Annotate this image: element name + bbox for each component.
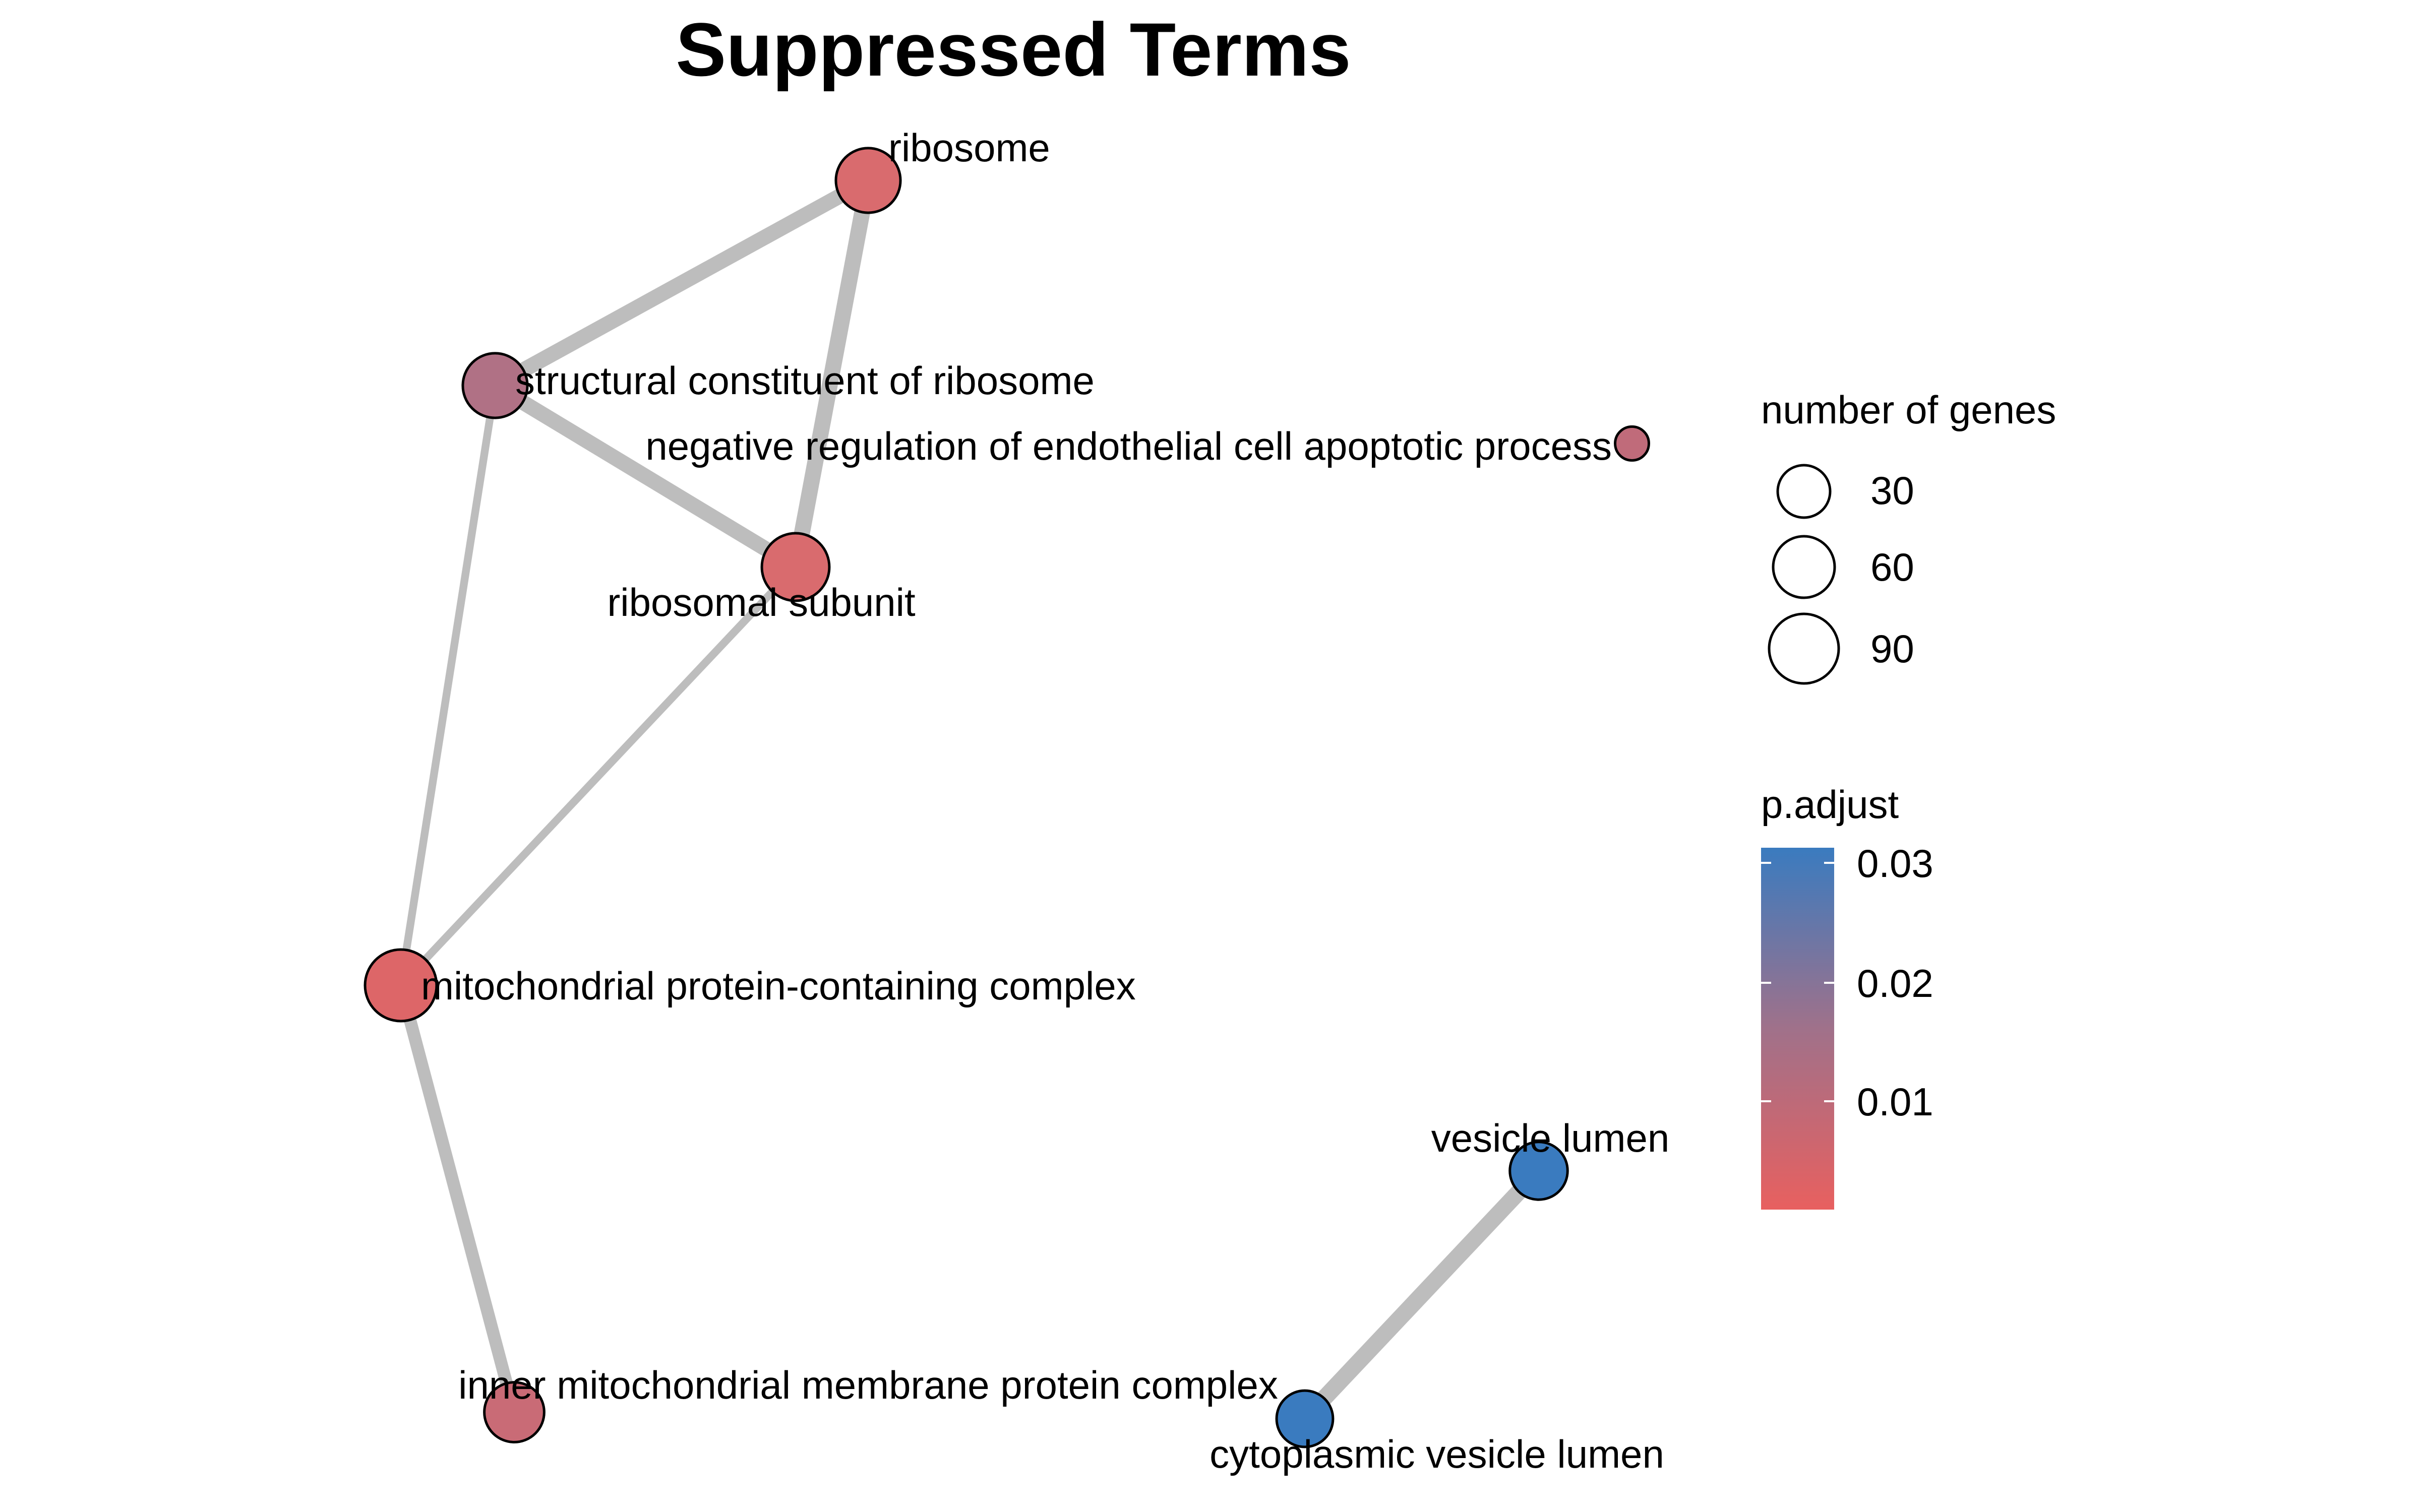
node-label-inner: inner mitochondrial membrane protein com…	[458, 1363, 1278, 1407]
node-label-subunit: ribosomal subunit	[607, 580, 916, 624]
node-label-structural: structural constituent of ribosome	[515, 358, 1095, 403]
size-key-90	[1768, 612, 1840, 685]
size-key-60	[1772, 535, 1836, 599]
size-key-90-label: 90	[1870, 626, 1914, 671]
edge-structural-subunit	[491, 379, 800, 574]
nodes-layer	[364, 147, 1650, 1448]
node-structural[interactable]	[461, 352, 529, 419]
size-key-60-label: 60	[1870, 545, 1914, 589]
node-label-mito: mitochondrial protein-containing complex	[421, 964, 1136, 1008]
color-tick-003-label: 0.03	[1857, 841, 1933, 886]
node-label-negreg: negative regulation of endothelial cell …	[645, 424, 1612, 468]
edges-layer	[394, 173, 1545, 1425]
color-tick-002-label: 0.02	[1857, 961, 1933, 1005]
size-legend-title: number of genes	[1761, 388, 2056, 432]
node-negreg[interactable]	[1614, 425, 1650, 462]
node-cytovesicle[interactable]	[1275, 1389, 1335, 1448]
color-bar	[1761, 848, 1834, 1210]
size-key-30-label: 30	[1870, 468, 1914, 513]
color-legend: p.adjust 0.03 0.02 0.01	[1761, 782, 1933, 1210]
node-ribosome[interactable]	[834, 147, 902, 214]
size-key-30	[1776, 464, 1832, 519]
edge-ribosome-subunit	[788, 179, 876, 569]
edge-subunit-mito	[398, 564, 799, 988]
node-label-vesicle: vesicle lumen	[1431, 1116, 1670, 1160]
figure-title: Suppressed Terms	[676, 7, 1351, 92]
node-label-ribosome: ribosome	[888, 125, 1050, 170]
color-tick-001-label: 0.01	[1857, 1080, 1933, 1124]
node-vesicle[interactable]	[1508, 1141, 1569, 1201]
edge-vesicle-cytovesicle	[1298, 1165, 1545, 1425]
node-inner[interactable]	[483, 1381, 546, 1443]
node-label-cytovesicle: cytoplasmic vesicle lumen	[1209, 1432, 1664, 1476]
node-mito[interactable]	[364, 948, 438, 1023]
edge-structural-mito	[397, 385, 499, 986]
size-legend: number of genes 30 60 90	[1761, 388, 2056, 685]
node-subunit[interactable]	[760, 532, 831, 602]
labels-layer: ribosome structural constituent of riboso…	[421, 125, 1669, 1476]
edge-ribosome-structural	[491, 173, 872, 393]
color-legend-title: p.adjust	[1761, 782, 1899, 827]
edge-mito-inner	[394, 983, 521, 1414]
